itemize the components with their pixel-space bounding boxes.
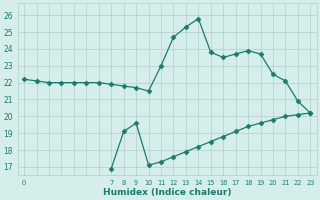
X-axis label: Humidex (Indice chaleur): Humidex (Indice chaleur)	[103, 188, 231, 197]
